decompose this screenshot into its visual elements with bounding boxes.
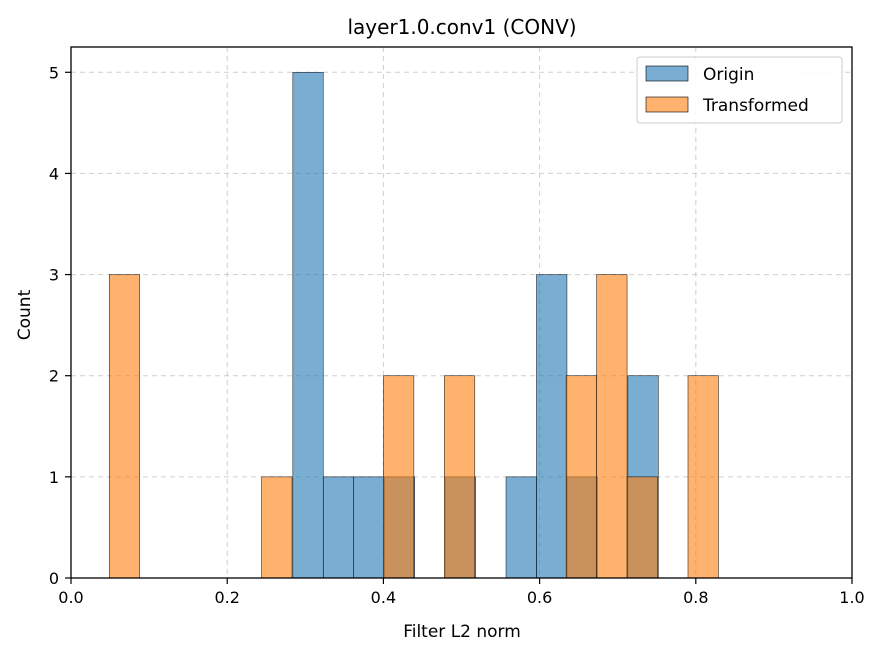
legend-label-transformed: Transformed	[702, 96, 809, 116]
legend-swatch-origin	[645, 65, 689, 82]
histogram-bar-origin	[536, 274, 568, 579]
y-tick-label: 2	[49, 367, 59, 386]
histogram-bar-transformed	[444, 375, 476, 579]
histogram-bar-transformed	[596, 274, 628, 579]
x-tick-label: 0.2	[214, 588, 239, 607]
chart-title: layer1.0.conv1 (CONV)	[347, 15, 576, 39]
x-tick-label: 1.0	[839, 588, 864, 607]
legend-label-origin: Origin	[703, 65, 754, 85]
histogram-bar-origin	[353, 476, 385, 579]
x-tick-label: 0.0	[58, 588, 83, 607]
x-tick-label: 0.6	[527, 588, 552, 607]
histogram-bars	[108, 71, 719, 579]
axis-ticks: 0.0 0.2 0.4 0.6 0.8 1.0 0 1 2 3 4 5	[49, 63, 865, 607]
legend-swatch-transformed	[645, 96, 689, 113]
y-tick-label: 3	[49, 266, 59, 285]
x-tick-label: 0.4	[371, 588, 396, 607]
series-transformed-bars	[108, 274, 719, 579]
y-tick-label: 1	[49, 468, 59, 487]
histogram-bar-transformed	[626, 476, 658, 579]
histogram-bar-transformed	[687, 375, 719, 579]
histogram-bar-origin	[292, 71, 324, 579]
y-axis-label: Count	[15, 289, 35, 340]
histogram-bar-transformed	[565, 375, 597, 579]
histogram-bar-transformed	[108, 274, 141, 579]
y-tick-label: 0	[49, 569, 59, 588]
histogram-bar-transformed	[383, 375, 415, 579]
y-tick-label: 4	[49, 164, 59, 183]
x-tick-label: 0.8	[683, 588, 708, 607]
histogram-bar-transformed	[261, 476, 293, 579]
histogram-bar-origin	[505, 476, 537, 579]
legend: Origin Transformed	[636, 56, 843, 124]
y-tick-label: 5	[49, 63, 59, 82]
x-axis-label: Filter L2 norm	[403, 622, 521, 642]
plot-frame	[70, 46, 853, 579]
histogram-bar-origin	[322, 476, 355, 579]
